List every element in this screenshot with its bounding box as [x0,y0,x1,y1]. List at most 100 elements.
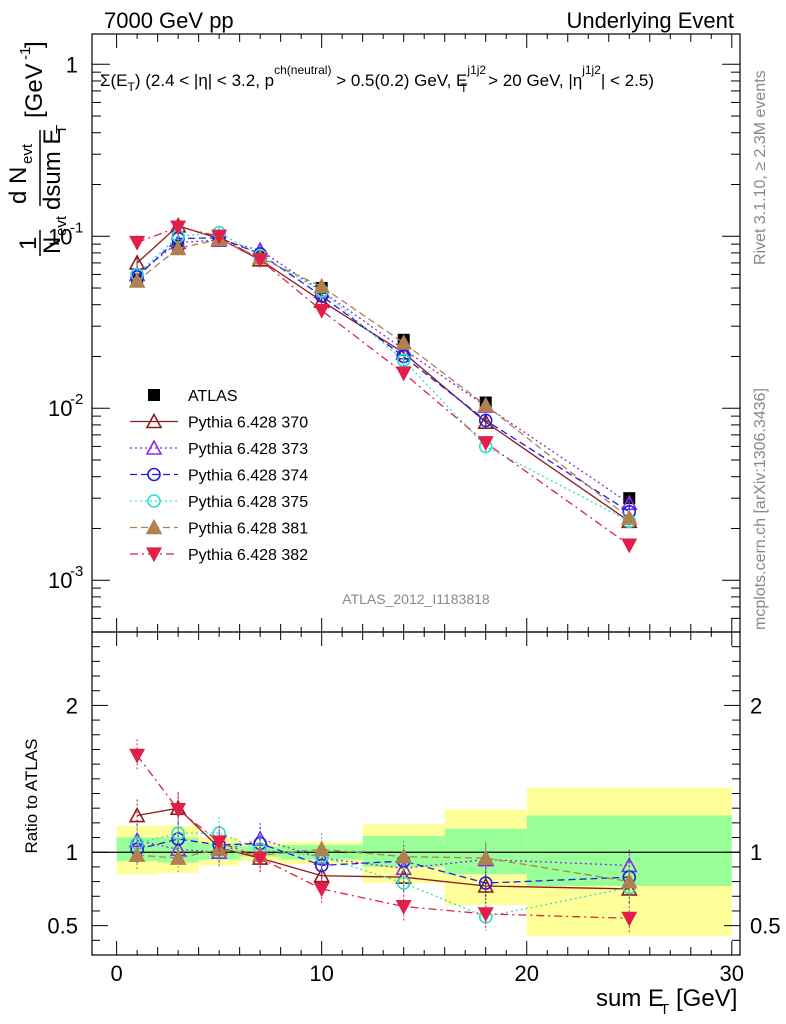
main-point [621,538,638,554]
ratio-point [621,911,638,927]
ratio-series-line [136,754,630,919]
x-tick-label: 30 [720,961,744,986]
header-left: 7000 GeV pp [104,8,234,33]
ratio-point [211,835,228,851]
y-tick-label-exp: -1 [70,219,83,236]
y-tick-label-exp: -2 [70,391,83,408]
main-point [478,413,493,428]
legend-entry-1: Pythia 6.428 370 [130,412,308,432]
main-series-line [136,238,630,519]
main-point [129,235,146,251]
legend-marker [148,389,160,401]
ratio-point [478,876,493,890]
ratio-y-tick-label: 1 [750,840,762,865]
main-series-line [136,237,630,513]
header-right: Underlying Event [566,8,734,33]
ratio-point [171,832,185,846]
ratio-y-tick-label: 2 [750,693,762,718]
ratio-point [395,899,412,915]
ratio-point [477,907,494,923]
x-tick-label: 10 [309,961,333,986]
main-point [252,253,269,269]
mcplots-label: mcplots.cern.ch [arXiv:1306.3436] [752,388,769,630]
main-series-0 [131,234,636,505]
svg-text:dsum E: dsum E [39,129,66,210]
svg-text:evt: evt [19,143,36,164]
legend-label: Pythia 6.428 381 [188,521,308,538]
ratio-point [395,847,413,864]
svg-text:sum E: sum E [596,985,664,1012]
y-tick-label: 10-1 [48,219,83,249]
main-point [128,272,146,288]
svg-text:T: T [53,125,70,134]
legend-entry-6: Pythia 6.428 382 [130,547,308,564]
svg-text:T: T [660,1001,669,1018]
legend-label: Pythia 6.428 374 [188,468,308,485]
legend-label: ATLAS [188,388,238,405]
legend-entry-2: Pythia 6.428 373 [130,439,308,458]
legend-marker [145,439,163,455]
ratio-point [128,846,146,862]
legend-marker [147,494,161,508]
main-point [313,303,330,319]
main-point [477,413,495,429]
y-tick-label: 10-2 [48,391,83,421]
ratio-point [314,858,329,873]
svg-text:1: 1 [15,237,42,250]
legend-marker [147,467,161,482]
main-series-line [136,239,630,504]
analysis-watermark: ATLAS_2012_I1183818 [342,591,490,607]
legend-marker [145,547,163,563]
main-panel-frame [91,33,741,633]
ratio-point [313,840,331,857]
svg-text:evt: evt [53,215,70,236]
svg-text:[GeV]: [GeV] [676,985,737,1012]
ratio-point [620,872,638,889]
ratio-point [128,806,146,823]
y-tick-label: 10-3 [48,563,83,593]
ratio-y-tick-label: 2 [66,693,78,718]
legend-entry-4: Pythia 6.428 375 [130,494,308,511]
main-point [313,277,331,294]
main-point [170,220,187,236]
main-point [620,509,638,525]
main-point [395,334,413,350]
legend-label: Pythia 6.428 373 [188,441,308,458]
y-tick-label-base: 10 [48,568,72,593]
legend-entry-5: Pythia 6.428 381 [130,518,308,538]
ratio-point [477,849,495,865]
legend-entry-3: Pythia 6.428 374 [130,468,308,485]
ratio-point [169,849,187,865]
legend-marker [145,518,163,535]
legend-entry-0: ATLAS [148,388,238,405]
legend-label: Pythia 6.428 375 [188,494,308,511]
ratio-series-line [136,838,630,870]
rivet-version-label: Rivet 3.1.10, ≥ 2.3M events [752,70,769,265]
ratio-y-tick-label: 1 [66,840,78,865]
svg-text:N: N [39,237,66,254]
ratio-y-axis-label: Ratio to ATLAS [22,739,41,854]
x-axis-label: sum E T [GeV] [596,985,737,1018]
ratio-y-tick-label: 0.5 [47,914,78,939]
ratio-series-line [136,838,630,884]
svg-text:-1: -1 [17,47,34,60]
ratio-point [170,803,187,818]
ratio-point [171,826,185,840]
y-tick-label-base: 10 [48,396,72,421]
main-point [477,396,495,413]
main-series-line [136,225,630,522]
y-tick-label-exp: -3 [70,563,83,580]
ratio-series-line [137,848,630,883]
svg-text:]: ] [21,41,48,48]
svg-text:d N: d N [5,167,32,204]
legend-marker [145,412,163,429]
main-point [211,229,228,245]
ratio-point [313,849,331,865]
legend-label: Pythia 6.428 382 [188,547,308,564]
main-point [395,366,412,382]
y-tick-label: 1 [66,52,78,77]
plot-title: Σ(ET) (2.4 < |η| < 3.2, pch(neutral) > 0… [100,63,654,95]
ratio-y-tick-label: 0.5 [750,914,781,939]
x-tick-label: 0 [110,961,122,986]
